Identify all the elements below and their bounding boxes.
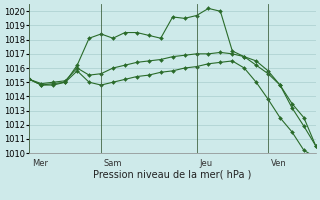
X-axis label: Pression niveau de la mer( hPa ): Pression niveau de la mer( hPa ) (93, 170, 252, 180)
Text: Sam: Sam (103, 159, 122, 168)
Text: Ven: Ven (270, 159, 286, 168)
Text: Jeu: Jeu (199, 159, 212, 168)
Text: Mer: Mer (32, 159, 48, 168)
